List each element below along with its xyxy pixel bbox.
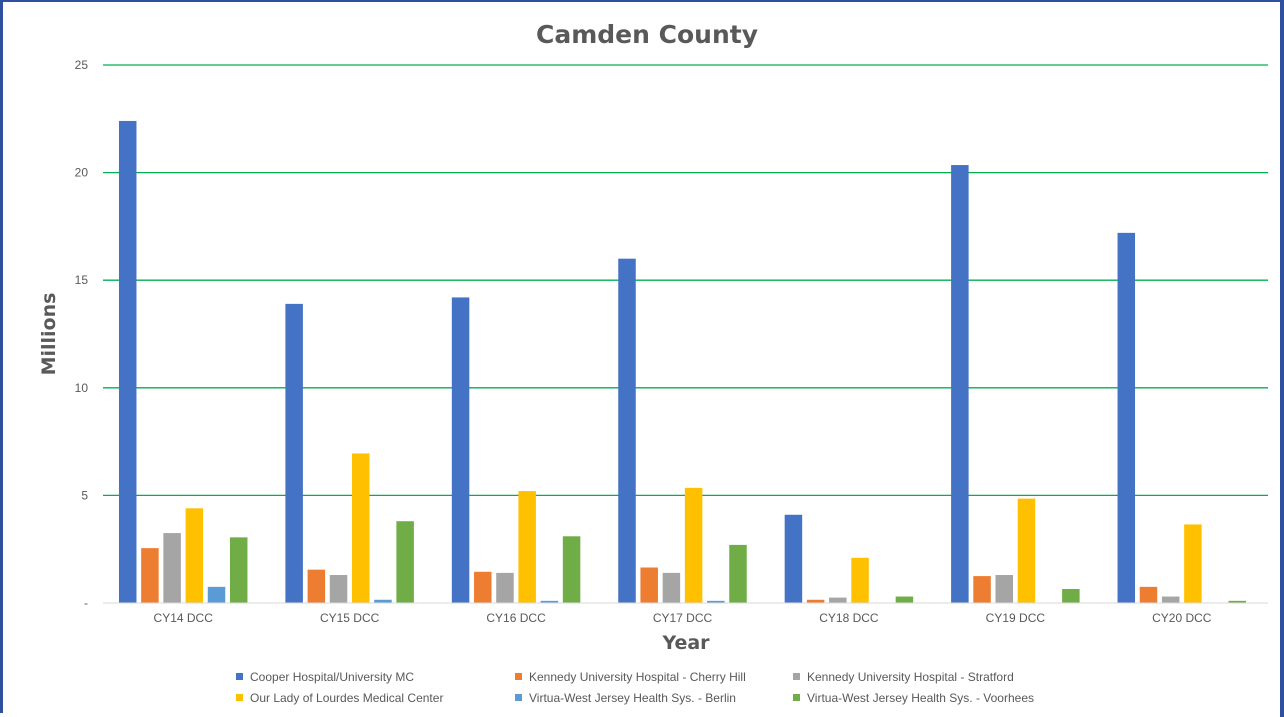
chart-title: Camden County: [536, 20, 758, 49]
bar: [540, 600, 559, 603]
legend-entry: Kennedy University Hospital - Cherry Hil…: [529, 670, 746, 684]
bar: [374, 599, 392, 603]
bar: [518, 491, 536, 603]
x-tick-label: CY16 DCC: [486, 611, 546, 625]
bar: [973, 576, 991, 603]
y-tick-label: -: [84, 596, 88, 610]
legend-swatch: [793, 673, 800, 680]
bar: [1117, 232, 1136, 603]
y-tick-label: 5: [81, 488, 88, 502]
legend-swatch: [236, 673, 243, 680]
y-tick-label: 20: [75, 166, 89, 180]
legend: Cooper Hospital/University MC Kennedy Uni…: [236, 670, 1034, 705]
bar: [662, 572, 681, 603]
y-axis-label: Millions: [38, 293, 60, 376]
x-tick-label: CY14 DCC: [154, 611, 214, 625]
bar: [851, 557, 869, 603]
bar: [141, 548, 159, 603]
y-tick-label: 25: [75, 58, 89, 72]
legend-swatch: [793, 694, 800, 701]
bar: [784, 514, 803, 603]
bar: [562, 536, 581, 603]
bar: [329, 575, 348, 603]
x-tick-label: CY18 DCC: [819, 611, 879, 625]
bar: [451, 297, 470, 603]
legend-swatch: [515, 673, 522, 680]
bar: [1017, 498, 1036, 603]
legend-entry: Cooper Hospital/University MC: [250, 670, 414, 684]
x-tick-label: CY15 DCC: [320, 611, 380, 625]
bar: [1139, 586, 1158, 603]
bar: [951, 165, 969, 603]
bar: [995, 575, 1014, 603]
gridlines: [103, 64, 1268, 497]
bar: [707, 600, 725, 603]
bar: [474, 571, 492, 603]
bars: [118, 120, 1247, 604]
bar: [163, 533, 181, 603]
x-axis-label: Year: [661, 632, 710, 654]
legend-swatch: [236, 694, 243, 701]
legend-swatch: [515, 694, 522, 701]
frame-right-border: [1280, 0, 1284, 717]
bar: [1062, 589, 1080, 603]
bar: [895, 596, 914, 603]
bar: [285, 303, 303, 603]
x-tick-label: CY19 DCC: [986, 611, 1046, 625]
bar: [618, 258, 636, 603]
bar: [118, 120, 137, 604]
bar: [806, 599, 825, 603]
bar: [185, 508, 204, 603]
bar: [829, 597, 847, 603]
bar: [1184, 524, 1202, 603]
bar: [351, 453, 370, 603]
bar: [729, 544, 747, 603]
bar: [640, 567, 658, 603]
y-axis-ticks: - 5 10 15 20 25: [75, 58, 89, 610]
legend-entry: Our Lady of Lourdes Medical Center: [250, 691, 443, 705]
bar: [684, 487, 703, 603]
x-tick-label: CY20 DCC: [1152, 611, 1212, 625]
bar: [1161, 596, 1180, 603]
x-axis-ticks: CY14 DCC CY15 DCC CY16 DCC CY17 DCC CY18 DCC…: [154, 611, 1212, 625]
x-tick-label: CY17 DCC: [653, 611, 713, 625]
bar: [1228, 600, 1247, 603]
legend-entry: Kennedy University Hospital - Stratford: [807, 670, 1014, 684]
bar: [396, 521, 414, 603]
legend-entry: Virtua-West Jersey Health Sys. - Voorhee…: [807, 691, 1034, 705]
bar: [307, 569, 326, 603]
y-tick-label: 15: [75, 273, 89, 287]
legend-entry: Virtua-West Jersey Health Sys. - Berlin: [529, 691, 736, 705]
bar: [207, 586, 226, 603]
bar: [229, 537, 248, 603]
bar: [496, 572, 514, 603]
y-tick-label: 10: [75, 381, 89, 395]
